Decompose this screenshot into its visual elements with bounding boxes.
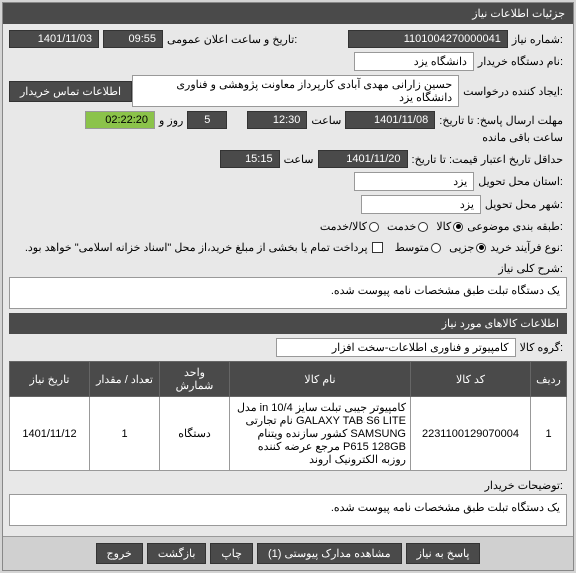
radio-goods-service[interactable]: کالا/خدمت: [320, 220, 379, 233]
table-row: 1 2231100129070004 کامپیوتر جیبی تبلت سا…: [10, 397, 567, 471]
buyer-field: دانشگاه یزد: [354, 52, 474, 71]
category-radio-group: کالا خدمت کالا/خدمت: [320, 220, 463, 233]
respond-button[interactable]: پاسخ به نیاز: [406, 543, 481, 564]
days-and-label: روز و: [155, 112, 187, 129]
city-field: یزد: [361, 195, 481, 214]
exit-button[interactable]: خروج: [96, 543, 143, 564]
requester-label: :ایجاد کننده درخواست: [459, 83, 567, 100]
days-field: 5: [187, 111, 227, 129]
validity-time-field: 15:15: [220, 150, 280, 168]
cell-name: کامپیوتر جیبی تبلت سایز 10/4 in مدل GALA…: [230, 397, 411, 471]
cell-qty: 1: [90, 397, 160, 471]
goods-section-title: اطلاعات کالاهای مورد نیاز: [9, 313, 567, 334]
deadline-label: مهلت ارسال پاسخ: تا تاریخ:: [435, 112, 567, 129]
cell-code: 2231100129070004: [411, 397, 531, 471]
validity-label: حداقل تاریخ اعتبار قیمت: تا تاریخ:: [408, 151, 567, 168]
public-date-field: 1401/11/03: [9, 30, 99, 48]
city-label: :شهر محل تحویل: [481, 196, 567, 213]
validity-date-field: 1401/11/20: [318, 150, 408, 168]
need-number-label: :شماره نیاز: [508, 31, 567, 48]
print-button[interactable]: چاپ: [210, 543, 253, 564]
public-time-field: 09:55: [103, 30, 163, 48]
radio-dot-icon: [431, 243, 441, 253]
goods-table: ردیف کد کالا نام کالا واحد شمارش تعداد /…: [9, 361, 567, 471]
cell-row: 1: [531, 397, 567, 471]
deadline-time-label: ساعت: [307, 112, 345, 129]
summary-label: :شرح کلی نیاز: [494, 260, 567, 277]
th-date: تاریخ نیاز: [10, 362, 90, 397]
th-code: کد کالا: [411, 362, 531, 397]
remaining-time-field: 02:22:20: [85, 111, 155, 129]
deadline-time-field: 12:30: [247, 111, 307, 129]
buyer-notes-label: :توضیحات خریدار: [481, 477, 567, 494]
process-label: :نوع فرآیند خرید: [486, 239, 567, 256]
cell-date: 1401/11/12: [10, 397, 90, 471]
treasury-checkbox[interactable]: [372, 242, 383, 253]
panel-title: جزئیات اطلاعات نیاز: [3, 3, 573, 24]
radio-dot-icon: [418, 222, 428, 232]
radio-dot-icon: [453, 222, 463, 232]
radio-dot-icon: [369, 222, 379, 232]
th-qty: تعداد / مقدار: [90, 362, 160, 397]
radio-minor[interactable]: جزیی: [449, 241, 486, 254]
goods-group-label: :گروه کالا: [516, 339, 567, 356]
goods-group-field: کامپیوتر و فناوری اطلاعات-سخت افزار: [276, 338, 516, 357]
back-button[interactable]: بازگشت: [147, 543, 207, 564]
province-label: :استان محل تحویل: [474, 173, 567, 190]
summary-field: یک دستگاه تبلت طبق مشخصات نامه پیوست شده…: [9, 277, 567, 309]
buyer-notes-field: یک دستگاه تبلت طبق مشخصات نامه پیوست شده…: [9, 494, 567, 526]
requester-field: حسین زارانی مهدی آبادی کارپرداز معاونت پ…: [132, 75, 459, 107]
public-datetime-label: :تاریخ و ساعت اعلان عمومی: [163, 31, 301, 48]
category-label: :طبقه بندی موضوعی: [463, 218, 567, 235]
need-number-field: 1101004270000041: [348, 30, 508, 48]
remaining-label: ساعت باقی مانده: [478, 129, 567, 146]
th-row: ردیف: [531, 362, 567, 397]
contact-buyer-button[interactable]: اطلاعات تماس خریدار: [9, 81, 132, 102]
view-docs-button[interactable]: مشاهده مدارک پیوستی (1): [257, 543, 402, 564]
buyer-label: :نام دستگاه خریدار: [474, 53, 567, 70]
radio-service[interactable]: خدمت: [387, 220, 428, 233]
radio-dot-icon: [476, 243, 486, 253]
validity-time-label: ساعت: [280, 151, 318, 168]
process-radio-group: جزیی متوسط: [395, 241, 487, 254]
button-bar: پاسخ به نیاز مشاهده مدارک پیوستی (1) چاپ…: [3, 536, 573, 570]
deadline-date-field: 1401/11/08: [345, 111, 435, 129]
th-name: نام کالا: [230, 362, 411, 397]
th-unit: واحد شمارش: [160, 362, 230, 397]
province-field: یزد: [354, 172, 474, 191]
radio-goods[interactable]: کالا: [436, 220, 463, 233]
payment-note: پرداخت تمام یا بخشی از مبلغ خرید،از محل …: [21, 239, 372, 256]
radio-medium[interactable]: متوسط: [395, 241, 442, 254]
cell-unit: دستگاه: [160, 397, 230, 471]
